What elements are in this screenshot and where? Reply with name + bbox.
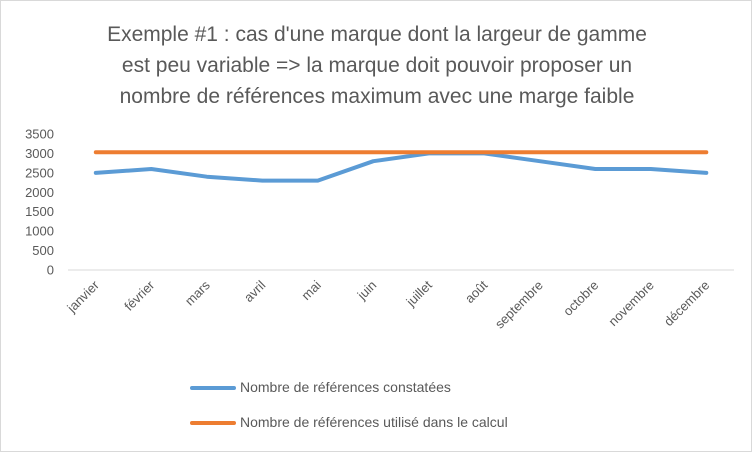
legend-swatch-series-1 (190, 386, 236, 391)
x-tick-label: juillet (403, 277, 436, 310)
x-tick-label: janvier (63, 277, 102, 316)
chart-title: Exemple #1 : cas d'une marque dont la la… (41, 19, 713, 112)
y-tick-label: 0 (47, 263, 54, 278)
y-tick-label: 1500 (25, 204, 54, 219)
chart-title-line-2: est peu variable => la marque doit pouvo… (121, 54, 633, 77)
x-tick-label: septembre (492, 278, 546, 332)
x-tick-label: février (121, 277, 158, 314)
x-tick-label: mai (298, 277, 323, 302)
chart-title-line-3: nombre de références maximum avec une ma… (119, 85, 635, 108)
legend-item-series-2: Nombre de références utilisé dans le cal… (190, 414, 508, 430)
chart-title-line-1: Exemple #1 : cas d'une marque dont la la… (107, 23, 647, 46)
x-tick-label: décembre (661, 278, 712, 329)
y-tick-label: 1000 (25, 224, 54, 239)
legend-item-series-1: Nombre de références constatées (190, 379, 451, 395)
x-tick-label: août (462, 277, 491, 306)
legend-label-series-1: Nombre de références constatées (240, 379, 451, 395)
y-tick-label: 3500 (25, 127, 54, 142)
x-tick-label: juin (354, 278, 380, 304)
legend-swatch-series-2 (190, 421, 236, 426)
legend-label-series-2: Nombre de références utilisé dans le cal… (240, 414, 508, 430)
y-tick-label: 500 (32, 243, 54, 258)
x-tick-label: mars (182, 277, 213, 308)
x-tick-label: octobre (560, 278, 601, 319)
y-tick-label: 2000 (25, 185, 54, 200)
y-tick-label: 2500 (25, 165, 54, 180)
series-line-1 (93, 151, 709, 183)
x-tick-label: avril (241, 277, 269, 305)
x-tick-label: novembre (605, 278, 656, 329)
y-tick-label: 3000 (25, 146, 54, 161)
